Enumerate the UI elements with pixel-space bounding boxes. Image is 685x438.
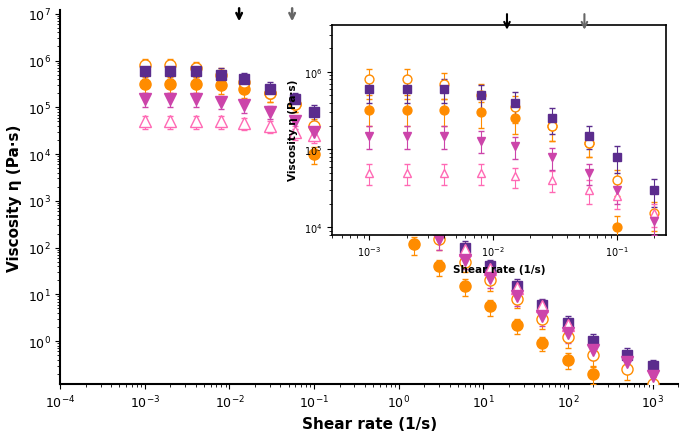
X-axis label: Shear rate (1/s): Shear rate (1/s)	[301, 416, 437, 431]
Y-axis label: Viscosity η (Pa·s): Viscosity η (Pa·s)	[7, 124, 22, 271]
